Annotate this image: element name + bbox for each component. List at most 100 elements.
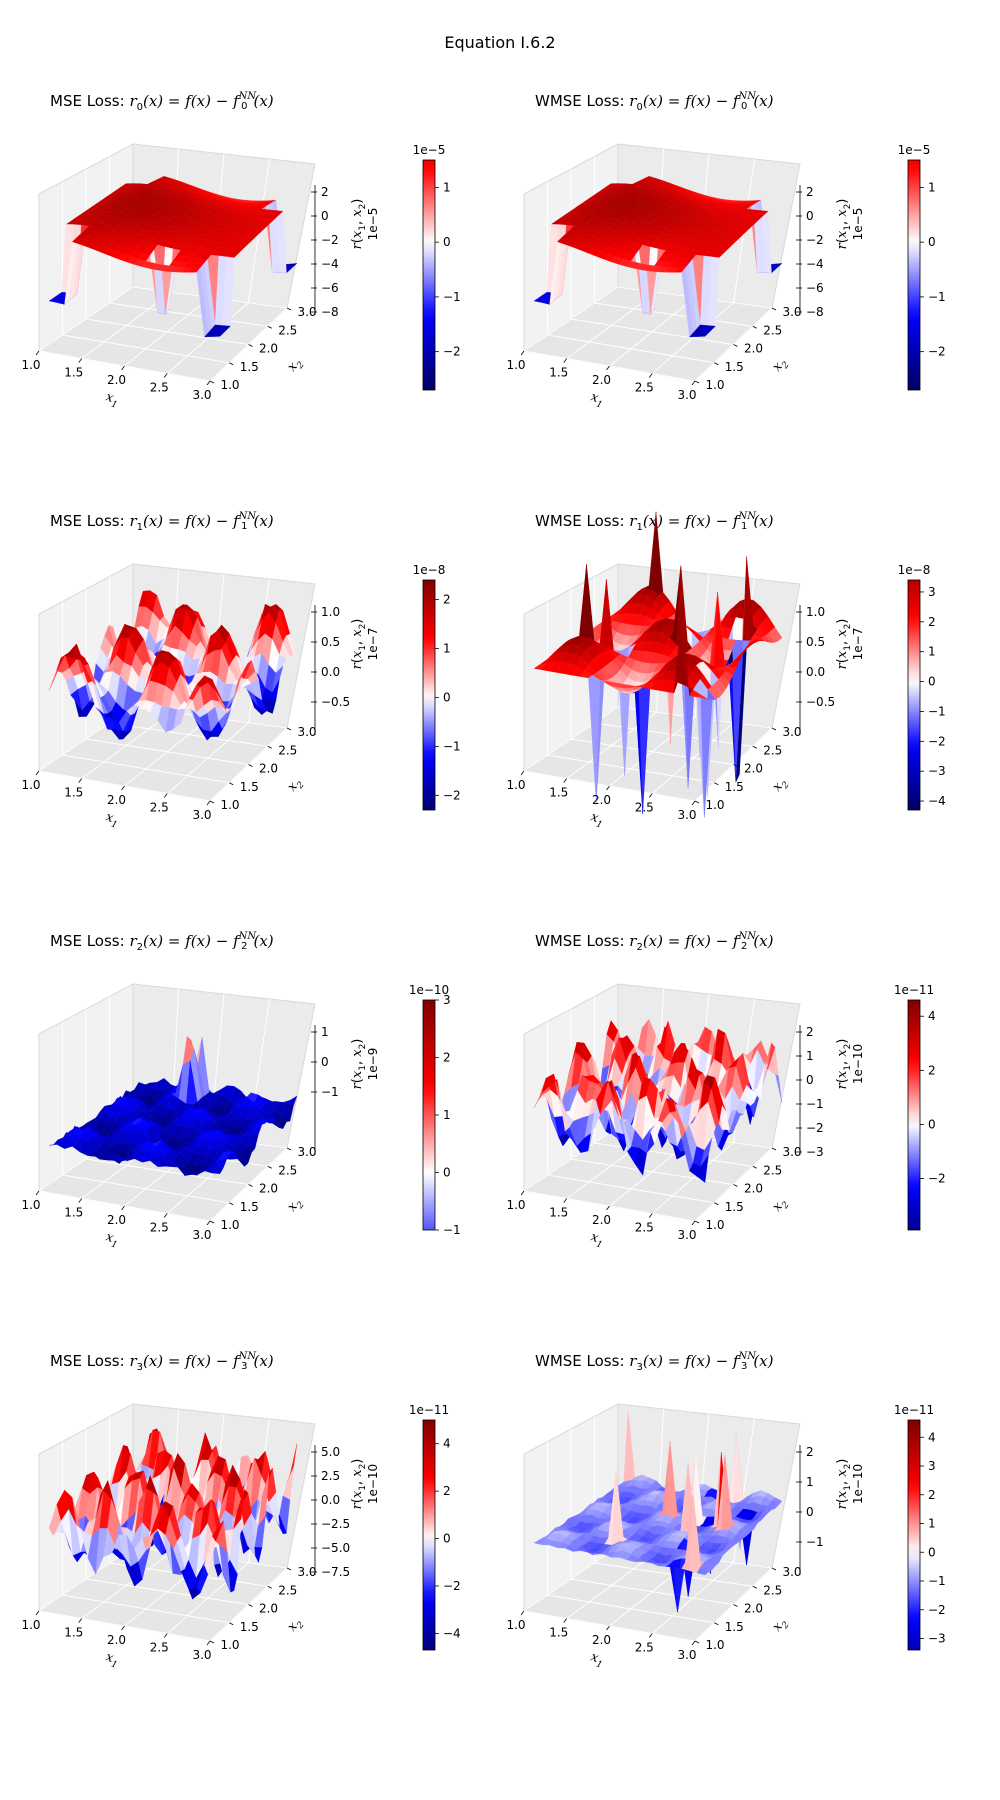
colorbar-tick-label: 2 bbox=[443, 1484, 451, 1498]
y-tick-label: 2.5 bbox=[763, 1163, 782, 1177]
colorbar-offset: 1e−5 bbox=[413, 143, 446, 157]
colorbar-tick-label: −4 bbox=[928, 794, 946, 808]
y-tick bbox=[771, 1567, 777, 1571]
x-tick-label: 1.0 bbox=[506, 358, 525, 372]
y-tick bbox=[752, 1165, 757, 1169]
colorbar-tick-label: 2 bbox=[928, 1063, 936, 1077]
z-tick-label: −0.5 bbox=[321, 695, 350, 709]
panels: MSE Loss: r0(x) = f(x) − fNN 0 (x)1.01.52.… bbox=[21, 91, 945, 1671]
colorbar-tick-label: 2 bbox=[928, 615, 936, 629]
y-tick bbox=[771, 727, 777, 731]
x-tick bbox=[35, 350, 40, 356]
x-tick bbox=[163, 1633, 168, 1638]
y-axis-label: x2 bbox=[770, 1615, 792, 1637]
y-tick-label: 2.5 bbox=[763, 743, 782, 757]
y-tick-label: 2.0 bbox=[259, 762, 278, 776]
y-tick bbox=[752, 745, 757, 749]
colorbar-tick-label: 4 bbox=[443, 1437, 451, 1451]
y-tick bbox=[771, 1147, 777, 1151]
y-tick bbox=[248, 1604, 253, 1607]
x-tick-label: 3.0 bbox=[192, 1648, 211, 1662]
y-axis-label: x2 bbox=[285, 1195, 307, 1217]
colorbar-tick-label: 2 bbox=[443, 1051, 451, 1065]
y-tick bbox=[286, 1147, 292, 1151]
y-tick-label: 1.5 bbox=[725, 360, 744, 374]
x-tick bbox=[648, 793, 653, 798]
y-tick bbox=[267, 325, 272, 329]
x-tick bbox=[121, 1205, 125, 1211]
floor-grid-line bbox=[651, 722, 734, 794]
x-tick-label: 3.0 bbox=[677, 808, 696, 822]
panel-title: MSE Loss: r3(x) = f(x) − fNN 3 (x) bbox=[50, 1351, 274, 1373]
x-tick-label: 1.5 bbox=[64, 366, 83, 380]
y-tick-label: 1.0 bbox=[220, 1218, 239, 1232]
x-tick-label: 2.0 bbox=[107, 373, 126, 387]
y-tick bbox=[248, 1184, 253, 1187]
z-tick-label: 0 bbox=[806, 1505, 814, 1519]
x-tick-label: 1.5 bbox=[549, 366, 568, 380]
x-tick bbox=[520, 350, 525, 356]
y-tick bbox=[248, 764, 253, 767]
z-tick-label: 2 bbox=[806, 1025, 814, 1039]
y-tick bbox=[229, 362, 234, 366]
y-tick bbox=[714, 782, 719, 786]
y-tick-label: 2.0 bbox=[259, 1182, 278, 1196]
x-tick-label: 1.5 bbox=[549, 786, 568, 800]
y-tick bbox=[714, 1622, 719, 1626]
colorbar-tick-label: 2 bbox=[928, 1488, 936, 1502]
x-tick-label: 2.0 bbox=[592, 1633, 611, 1647]
z-offset-label: 1e−10 bbox=[851, 1044, 865, 1084]
colorbar-offset: 1e−8 bbox=[898, 563, 931, 577]
y-tick bbox=[694, 1640, 700, 1644]
x-tick-label: 1.5 bbox=[549, 1626, 568, 1640]
y-tick-label: 1.5 bbox=[725, 1620, 744, 1634]
z-tick-label: 0 bbox=[806, 1073, 814, 1087]
z-tick-label: −4 bbox=[806, 257, 824, 271]
y-tick bbox=[229, 782, 234, 786]
y-tick-label: 1.0 bbox=[705, 798, 724, 812]
x-tick bbox=[206, 800, 211, 806]
colorbar-tick-label: 1 bbox=[928, 180, 936, 194]
colorbar-tick-label: −2 bbox=[443, 345, 461, 359]
x-tick bbox=[691, 380, 696, 386]
z-tick-label: −6 bbox=[321, 281, 339, 295]
colorbar-tick-label: 1 bbox=[443, 180, 451, 194]
floor-grid-line bbox=[651, 302, 734, 374]
z-tick-label: −1 bbox=[806, 1535, 824, 1549]
z-tick-label: 1.0 bbox=[806, 605, 825, 619]
y-tick bbox=[209, 1640, 215, 1644]
y-tick bbox=[733, 1184, 738, 1187]
y-axis-label: x2 bbox=[770, 775, 792, 797]
colorbar-tick-label: 2 bbox=[443, 593, 451, 607]
x-tick bbox=[78, 1618, 83, 1623]
z-tick-label: 0 bbox=[321, 209, 329, 223]
y-tick-label: 3.0 bbox=[297, 725, 316, 739]
colorbar-offset: 1e−11 bbox=[894, 983, 934, 997]
x-tick-label: 2.5 bbox=[635, 1641, 654, 1655]
x-tick-label: 2.5 bbox=[150, 801, 169, 815]
y-tick-label: 2.5 bbox=[278, 743, 297, 757]
x-tick-label: 3.0 bbox=[677, 1648, 696, 1662]
z-offset-label: 1e−9 bbox=[366, 1048, 380, 1081]
surface-panel: MSE Loss: r2(x) = f(x) − fNN 2 (x)1.01.52.… bbox=[21, 931, 460, 1251]
colorbar bbox=[422, 159, 436, 391]
x-axis-label: x1 bbox=[103, 810, 121, 831]
surface-panel: MSE Loss: r0(x) = f(x) − fNN 0 (x)1.01.52.… bbox=[21, 91, 460, 411]
x-tick bbox=[121, 785, 125, 791]
colorbar-tick-label: −2 bbox=[443, 788, 461, 802]
colorbar-tick-label: −4 bbox=[443, 1626, 461, 1640]
y-tick-label: 1.5 bbox=[240, 780, 259, 794]
x-axis-label: x1 bbox=[588, 390, 606, 411]
x-tick-label: 1.0 bbox=[21, 1618, 40, 1632]
x-tick-label: 2.0 bbox=[592, 793, 611, 807]
x-tick-label: 2.0 bbox=[592, 1213, 611, 1227]
y-tick-label: 3.0 bbox=[297, 305, 316, 319]
y-tick bbox=[248, 344, 253, 347]
z-offset-label: 1e−7 bbox=[851, 628, 865, 661]
z-offset-label: 1e−5 bbox=[851, 208, 865, 241]
x-tick bbox=[520, 1610, 525, 1616]
colorbar bbox=[907, 1419, 921, 1651]
colorbar-tick-label: 1 bbox=[928, 645, 936, 659]
x-tick bbox=[206, 1220, 211, 1226]
figure-title: Equation I.6.2 bbox=[444, 33, 555, 52]
